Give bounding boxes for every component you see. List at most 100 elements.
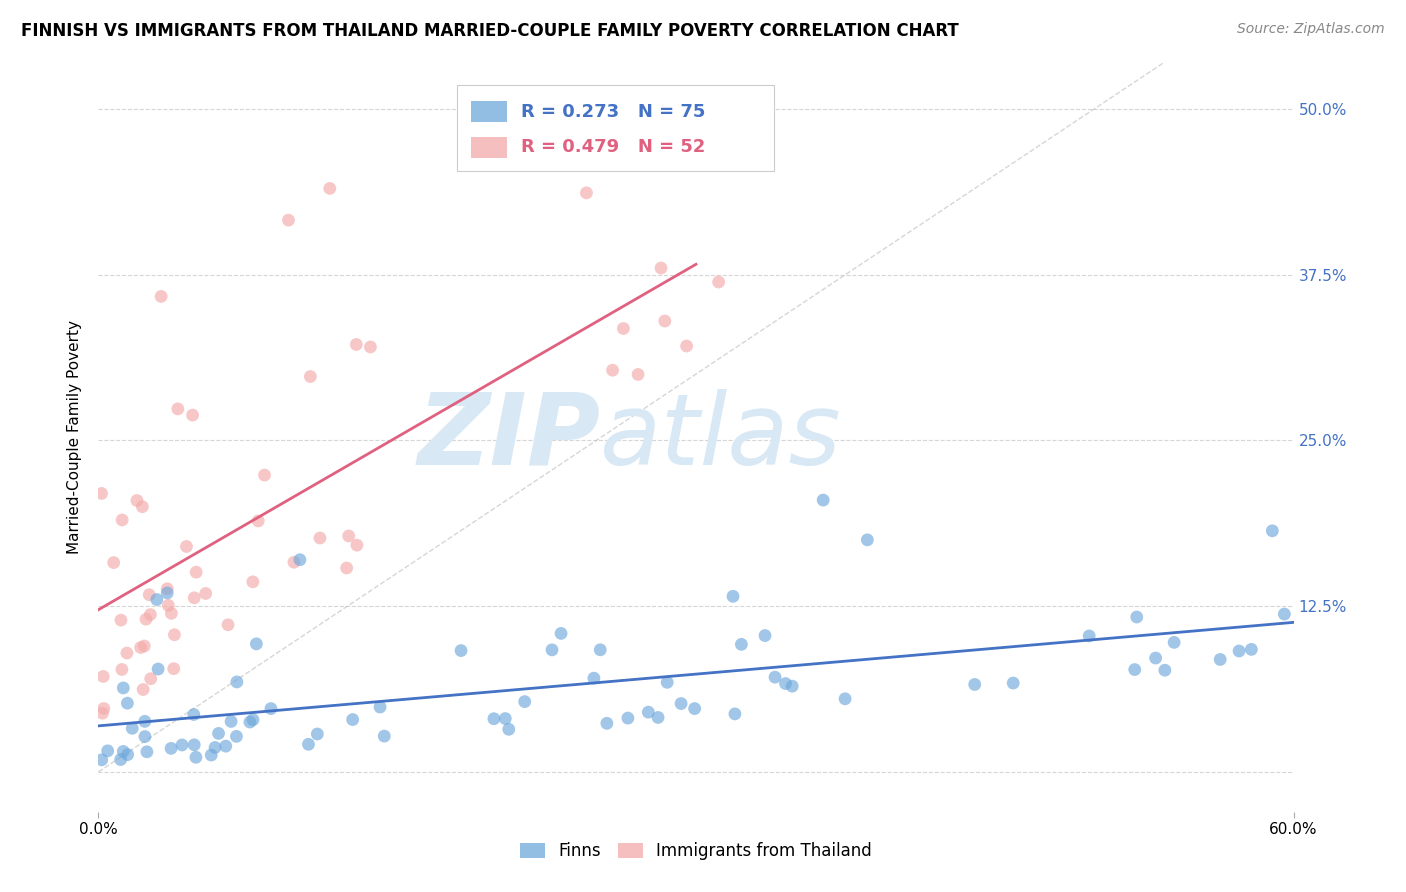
Point	[217, 617, 239, 632]
Point	[200, 747, 222, 762]
Point	[309, 531, 332, 545]
Point	[754, 629, 776, 643]
Point	[215, 739, 238, 753]
Point	[299, 369, 322, 384]
Point	[763, 670, 786, 684]
Point	[135, 745, 157, 759]
Point	[1240, 642, 1263, 657]
Point	[1126, 610, 1149, 624]
Point	[247, 514, 270, 528]
Point	[111, 663, 134, 677]
Point	[134, 714, 156, 729]
Point	[498, 723, 520, 737]
Point	[150, 289, 173, 303]
Point	[166, 401, 188, 416]
Point	[170, 738, 193, 752]
Point	[176, 540, 198, 554]
Point	[139, 672, 162, 686]
Point	[97, 744, 120, 758]
Point	[346, 538, 368, 552]
Point	[683, 701, 706, 715]
Point	[242, 713, 264, 727]
Point	[207, 726, 229, 740]
FancyBboxPatch shape	[471, 136, 508, 158]
Point	[344, 337, 367, 351]
Point	[112, 744, 135, 758]
Point	[125, 493, 148, 508]
Point	[373, 729, 395, 743]
Point	[707, 275, 730, 289]
Point	[550, 626, 572, 640]
Point	[669, 697, 692, 711]
Point	[368, 700, 391, 714]
Y-axis label: Married-Couple Family Poverty: Married-Couple Family Poverty	[67, 320, 83, 554]
Point	[163, 662, 186, 676]
Point	[589, 642, 612, 657]
Point	[450, 643, 472, 657]
Point	[541, 643, 564, 657]
Point	[121, 721, 143, 735]
Point	[90, 486, 112, 500]
Point	[134, 639, 156, 653]
Point	[342, 713, 364, 727]
Point	[253, 468, 276, 483]
Point	[186, 565, 208, 579]
Point	[131, 500, 153, 514]
Point	[617, 711, 640, 725]
Point	[181, 408, 204, 422]
Point	[337, 529, 360, 543]
Text: FINNISH VS IMMIGRANTS FROM THAILAND MARRIED-COUPLE FAMILY POVERTY CORRELATION CH: FINNISH VS IMMIGRANTS FROM THAILAND MARR…	[21, 22, 959, 40]
Point	[775, 676, 797, 690]
Point	[654, 314, 676, 328]
Point	[359, 340, 381, 354]
Point	[612, 321, 634, 335]
Point	[157, 599, 180, 613]
Point	[245, 637, 267, 651]
Point	[139, 607, 162, 622]
Point	[129, 640, 152, 655]
Point	[575, 186, 598, 200]
Point	[91, 669, 114, 683]
Point	[225, 730, 247, 744]
Point	[494, 712, 516, 726]
Point	[194, 586, 217, 600]
Point	[219, 714, 242, 729]
Text: ZIP: ZIP	[418, 389, 600, 485]
Point	[297, 737, 319, 751]
Point	[963, 677, 986, 691]
Point	[319, 181, 342, 195]
Point	[1163, 635, 1185, 649]
Text: Source: ZipAtlas.com: Source: ZipAtlas.com	[1237, 22, 1385, 37]
Point	[307, 727, 329, 741]
Point	[138, 588, 160, 602]
Point	[134, 730, 156, 744]
Point	[160, 741, 183, 756]
Point	[780, 679, 803, 693]
Point	[117, 696, 139, 710]
Point	[1002, 676, 1025, 690]
Point	[1123, 663, 1146, 677]
Text: R = 0.273   N = 75: R = 0.273 N = 75	[522, 103, 706, 121]
Text: R = 0.479   N = 52: R = 0.479 N = 52	[522, 138, 706, 156]
Point	[856, 533, 879, 547]
Point	[1261, 524, 1284, 538]
Point	[103, 556, 125, 570]
FancyBboxPatch shape	[471, 102, 508, 122]
Point	[146, 592, 169, 607]
Point	[513, 695, 536, 709]
Point	[183, 591, 205, 605]
Point	[650, 260, 672, 275]
Point	[204, 740, 226, 755]
Point	[110, 613, 132, 627]
Point	[1272, 607, 1295, 621]
Point	[627, 368, 650, 382]
Point	[160, 607, 183, 621]
Text: atlas: atlas	[600, 389, 842, 485]
Point	[724, 706, 747, 721]
Point	[1227, 644, 1250, 658]
Point	[183, 707, 205, 722]
Point	[111, 513, 134, 527]
Point	[730, 637, 752, 651]
Point	[112, 681, 135, 695]
Point	[482, 712, 505, 726]
